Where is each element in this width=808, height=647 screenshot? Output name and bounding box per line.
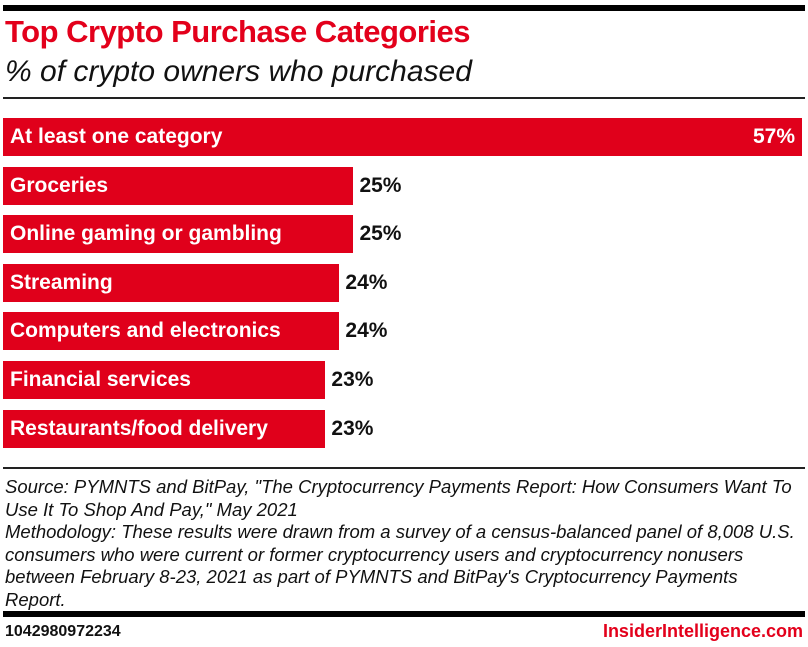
bar-label: Restaurants/food delivery bbox=[10, 416, 268, 440]
footer-divider bbox=[3, 467, 805, 469]
bar bbox=[3, 215, 354, 254]
bar bbox=[3, 118, 802, 156]
bar-label: Financial services bbox=[10, 368, 191, 391]
brand-logo[interactable]: InsiderIntelligence.com bbox=[602, 621, 803, 641]
methodology-text: Methodology: These results were drawn fr… bbox=[5, 521, 795, 610]
bar-chart: At least one category 57% Groceries 25% Onli… bbox=[0, 110, 808, 460]
source-text: Source: PYMNTS and BitPay, "The Cryptocu… bbox=[5, 476, 792, 520]
bar bbox=[3, 409, 326, 448]
bar-label: Streaming bbox=[10, 270, 113, 294]
bar-label: Online gaming or gambling bbox=[10, 222, 282, 246]
header-divider bbox=[3, 97, 805, 99]
bar bbox=[3, 312, 340, 351]
source-note: Source: PYMNTS and BitPay, "The Cryptocu… bbox=[5, 476, 795, 611]
value-label: 24% bbox=[345, 270, 388, 294]
bar-label: Computers and electronics bbox=[10, 319, 281, 343]
bar bbox=[3, 166, 354, 205]
bar bbox=[3, 361, 326, 399]
top-rule bbox=[3, 5, 805, 11]
value-label: 25% bbox=[359, 222, 402, 246]
chart-subtitle: % of crypto owners who purchased bbox=[5, 55, 472, 88]
value-label: 23% bbox=[331, 416, 374, 440]
value-label: 25% bbox=[359, 173, 402, 197]
chart-id: 1042980972234 bbox=[5, 623, 121, 640]
value-label: 24% bbox=[345, 319, 388, 343]
value-label: 23% bbox=[331, 368, 374, 391]
bar-label: Groceries bbox=[10, 173, 109, 197]
bar bbox=[3, 263, 340, 302]
bottom-rule bbox=[3, 611, 805, 617]
chart-title: Top Crypto Purchase Categories bbox=[5, 14, 471, 49]
bar-label: At least one category bbox=[10, 125, 223, 148]
value-label: 57% bbox=[752, 125, 795, 148]
